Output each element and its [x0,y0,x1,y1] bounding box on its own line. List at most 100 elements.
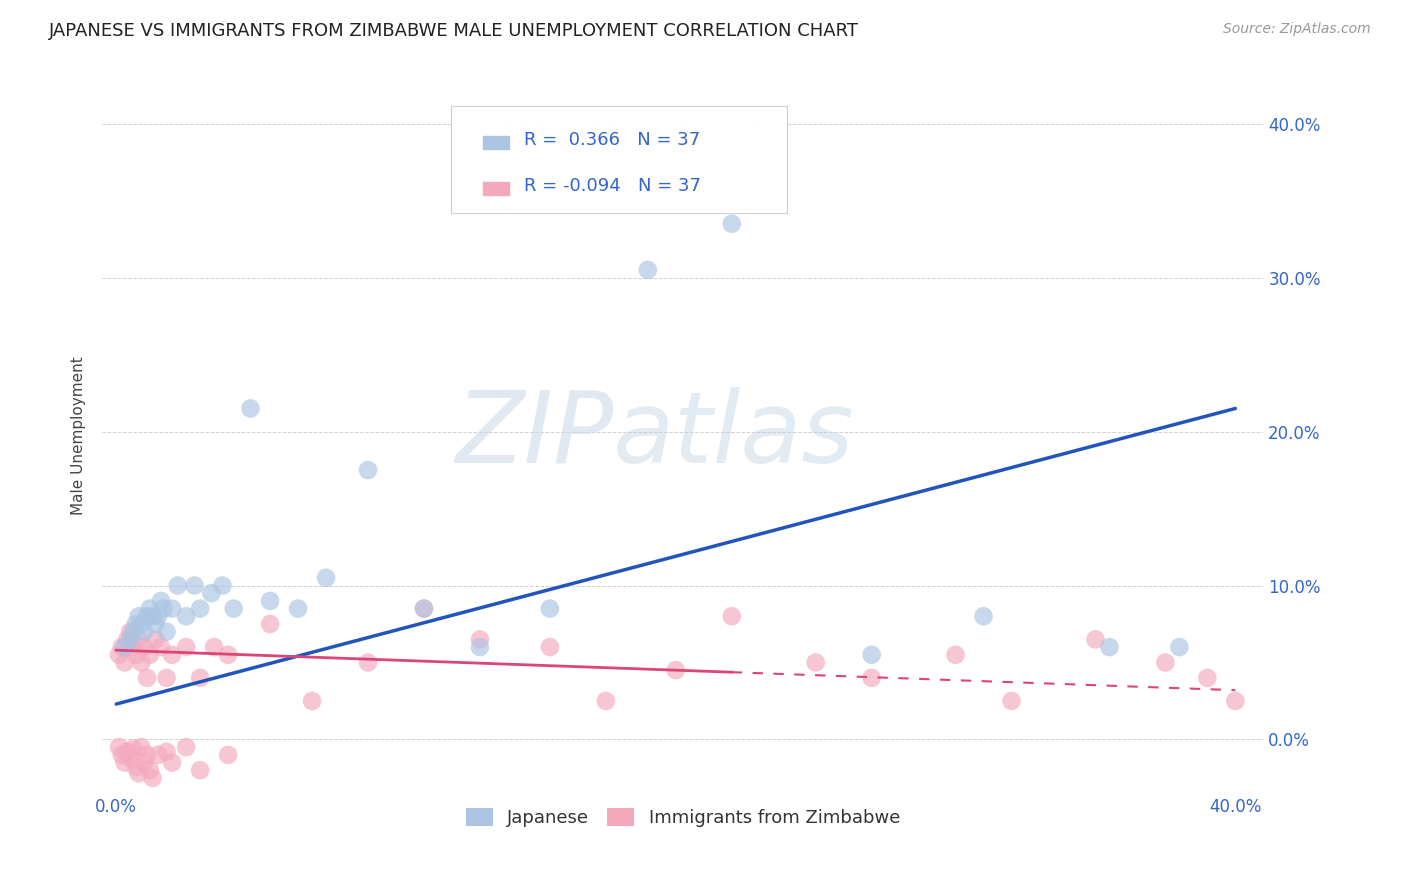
Point [134,640,156,654]
Point [146,747,169,762]
Point [146,609,169,624]
Point [117,745,139,759]
Text: R = -0.094   N = 37: R = -0.094 N = 37 [523,178,700,195]
Point [155,624,177,639]
Point [111,747,134,762]
Point [200,586,222,600]
Point [125,617,148,632]
Point [131,740,153,755]
Point [139,648,162,662]
Point [239,401,262,416]
Legend: Japanese, Immigrants from Zimbabwe: Japanese, Immigrants from Zimbabwe [458,801,907,834]
Point [413,601,436,615]
FancyBboxPatch shape [450,106,787,213]
Point [468,632,491,647]
Point [111,640,134,654]
Point [973,609,995,624]
Point [125,648,148,662]
Point [131,656,153,670]
Point [413,601,436,615]
Point [142,609,165,624]
Point [166,578,188,592]
Point [149,594,172,608]
Point [217,648,239,662]
Point [183,578,205,592]
Y-axis label: Male Unemployment: Male Unemployment [72,356,86,515]
Point [259,594,281,608]
Point [468,640,491,654]
Point [160,648,183,662]
Point [139,764,162,778]
Point [259,617,281,632]
Point [595,694,617,708]
Point [122,640,145,654]
Point [131,617,153,632]
Point [120,624,142,639]
Point [174,609,197,624]
Point [145,632,167,647]
Point [174,740,197,755]
Point [222,601,245,615]
Point [1197,671,1219,685]
Point [357,656,380,670]
Point [114,756,136,770]
Point [665,663,688,677]
Point [155,745,177,759]
Point [128,609,150,624]
Point [108,740,131,755]
Point [538,640,561,654]
Point [120,632,142,647]
Point [860,648,883,662]
Point [1000,694,1022,708]
Point [117,632,139,647]
Text: R =  0.366   N = 37: R = 0.366 N = 37 [523,131,700,150]
Point [152,601,174,615]
Point [860,671,883,685]
Point [139,601,162,615]
Point [315,571,337,585]
Point [1168,640,1191,654]
Point [142,771,165,785]
Point [160,601,183,615]
Point [211,578,233,592]
Point [145,617,167,632]
Text: JAPANESE VS IMMIGRANTS FROM ZIMBABWE MALE UNEMPLOYMENT CORRELATION CHART: JAPANESE VS IMMIGRANTS FROM ZIMBABWE MAL… [49,22,859,40]
Point [804,656,827,670]
Point [720,217,742,231]
Point [128,632,150,647]
Point [128,766,150,780]
Point [217,747,239,762]
Point [155,671,177,685]
Point [188,764,211,778]
Point [287,601,309,615]
Point [108,648,131,662]
Text: ZIP: ZIP [456,387,613,483]
Point [1084,632,1107,647]
Point [122,624,145,639]
Point [720,609,742,624]
Text: atlas: atlas [613,387,855,483]
Point [188,671,211,685]
Point [125,760,148,774]
Point [134,624,156,639]
Point [149,640,172,654]
Point [538,601,561,615]
Point [357,463,380,477]
Point [1225,694,1247,708]
Point [160,756,183,770]
Point [202,640,225,654]
Point [301,694,323,708]
Text: Source: ZipAtlas.com: Source: ZipAtlas.com [1223,22,1371,37]
Point [945,648,967,662]
Point [1098,640,1121,654]
Point [122,741,145,756]
Point [136,609,159,624]
Point [136,747,159,762]
Point [174,640,197,654]
FancyBboxPatch shape [484,136,509,149]
Point [188,601,211,615]
Point [134,756,156,770]
Point [120,751,142,765]
Point [114,640,136,654]
FancyBboxPatch shape [484,182,509,195]
